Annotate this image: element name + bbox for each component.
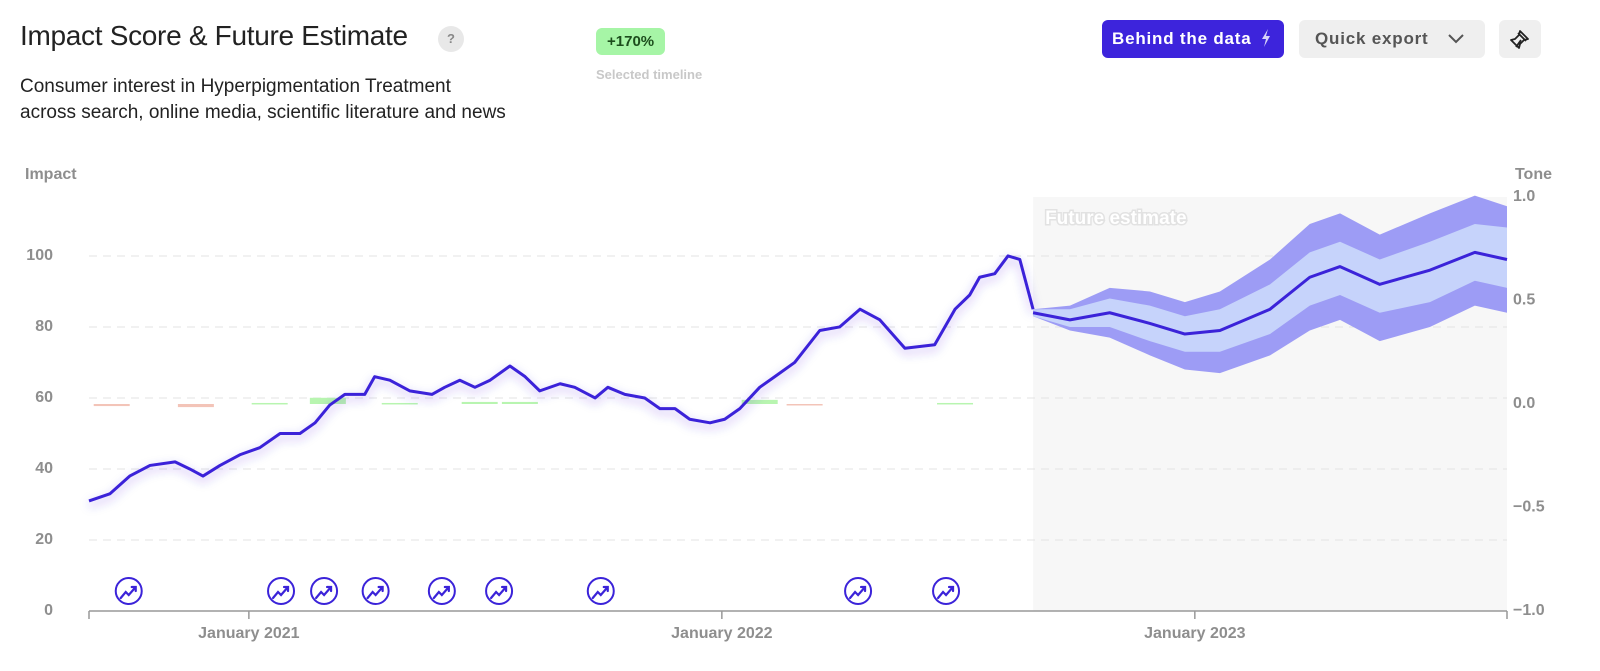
y2-tick-label: −1.0 <box>1513 602 1545 619</box>
history-line <box>88 254 1035 503</box>
tone-bar <box>381 402 418 405</box>
tone-bar <box>937 402 974 405</box>
event-icon[interactable] <box>485 577 514 605</box>
button-label: Behind the data <box>1112 29 1252 48</box>
event-circle <box>267 577 296 605</box>
tone-bar <box>251 402 288 405</box>
inner-band <box>1033 223 1507 352</box>
subtitle: across search, online media, scientific … <box>20 102 506 123</box>
forecast-line <box>1032 250 1508 336</box>
event-glyph <box>936 585 955 600</box>
y-tick-label: 80 <box>35 318 53 335</box>
event-glyph <box>314 585 333 600</box>
help-button[interactable]: ? <box>438 26 464 52</box>
event-glyph <box>366 585 384 600</box>
y2-tick-label: −0.5 <box>1513 499 1545 516</box>
event-glyph <box>848 585 867 600</box>
event-icon[interactable] <box>844 577 873 605</box>
event-circle <box>586 577 615 605</box>
tone-bar <box>93 404 130 407</box>
pin-button[interactable] <box>1499 20 1541 58</box>
tone-bar <box>786 404 823 406</box>
tone-bar <box>461 401 498 404</box>
y-tick-label: 0 <box>44 602 53 619</box>
y2-tick-label: 0.0 <box>1513 395 1535 412</box>
event-circle <box>932 577 961 605</box>
y2-tick-label: 0.5 <box>1513 292 1535 309</box>
event-icon[interactable] <box>310 577 339 605</box>
badge-caption: Selected timeline <box>596 67 703 82</box>
event-glyph <box>119 585 137 600</box>
quick-export-button[interactable]: Quick export <box>1299 20 1485 58</box>
event-circle <box>427 577 456 605</box>
tone-bar <box>741 399 778 404</box>
x-tick-label: January 2021 <box>198 625 300 642</box>
x-tick-label: January 2022 <box>671 625 773 642</box>
y-tick-label: 40 <box>35 460 53 477</box>
tone-bar <box>309 397 346 404</box>
subtitle: Consumer interest in Hyperpigmentation T… <box>20 76 451 97</box>
y2-tick-label: 1.0 <box>1513 188 1535 205</box>
event-glyph <box>489 585 508 600</box>
y2-axis-title: Tone <box>1515 166 1552 183</box>
y-tick-label: 60 <box>35 389 53 406</box>
event-circle <box>114 577 143 605</box>
tone-bar <box>501 401 538 404</box>
pin-icon <box>1510 30 1529 49</box>
event-circle <box>361 577 390 605</box>
tone-bar <box>177 404 214 408</box>
y-tick-label: 20 <box>35 531 53 548</box>
event-circle <box>844 577 873 605</box>
forecast-label: Future estimate <box>1045 208 1186 229</box>
event-icon[interactable] <box>586 577 615 605</box>
behind-data-button[interactable]: Behind the data <box>1102 20 1284 58</box>
event-glyph <box>432 585 450 600</box>
event-icon[interactable] <box>361 577 390 605</box>
event-icon[interactable] <box>267 577 296 605</box>
event-icon[interactable] <box>932 577 961 605</box>
change-badge: +170% <box>596 28 666 55</box>
y-tick-label: 100 <box>26 247 53 264</box>
x-tick-label: January 2023 <box>1144 625 1246 642</box>
event-glyph <box>591 585 609 600</box>
chevron-icon <box>1448 34 1464 44</box>
event-circle <box>310 577 339 605</box>
button-label: Quick export <box>1315 29 1429 48</box>
event-glyph <box>271 585 290 600</box>
event-circle <box>485 577 514 605</box>
event-icon[interactable] <box>427 577 456 605</box>
y-axis-title: Impact <box>25 166 77 183</box>
title: Impact Score & Future Estimate <box>20 20 408 51</box>
event-icon[interactable] <box>114 577 143 605</box>
bolt-icon <box>1262 29 1271 47</box>
